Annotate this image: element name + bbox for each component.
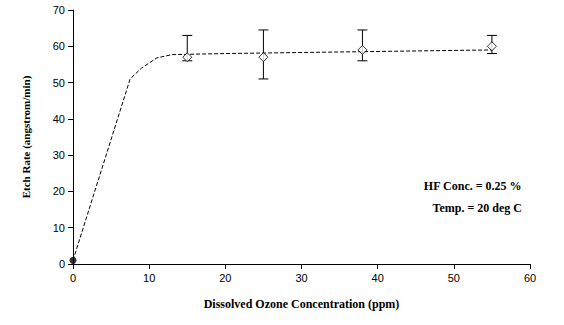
svg-text:0: 0 [59, 258, 65, 270]
svg-text:60: 60 [524, 272, 536, 284]
svg-text:20: 20 [219, 272, 231, 284]
svg-text:Dissolved Ozone Concentration: Dissolved Ozone Concentration (ppm) [204, 297, 400, 311]
svg-text:Etch Rate (angstrom/min): Etch Rate (angstrom/min) [20, 75, 33, 198]
svg-text:50: 50 [53, 77, 65, 89]
svg-text:10: 10 [53, 222, 65, 234]
svg-text:0: 0 [70, 272, 76, 284]
svg-text:HF Conc. = 0.25 %: HF Conc. = 0.25 % [424, 179, 522, 193]
svg-text:40: 40 [372, 272, 384, 284]
svg-text:20: 20 [53, 185, 65, 197]
svg-text:Temp. = 20 deg C: Temp. = 20 deg C [433, 201, 522, 215]
svg-text:50: 50 [448, 272, 460, 284]
svg-text:70: 70 [53, 4, 65, 16]
svg-text:30: 30 [295, 272, 307, 284]
svg-text:10: 10 [143, 272, 155, 284]
svg-text:60: 60 [53, 40, 65, 52]
svg-text:40: 40 [53, 113, 65, 125]
svg-text:30: 30 [53, 149, 65, 161]
